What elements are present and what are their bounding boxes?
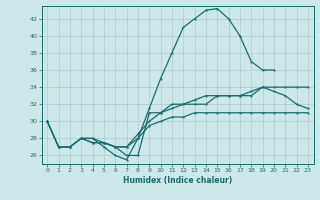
X-axis label: Humidex (Indice chaleur): Humidex (Indice chaleur) xyxy=(123,176,232,185)
